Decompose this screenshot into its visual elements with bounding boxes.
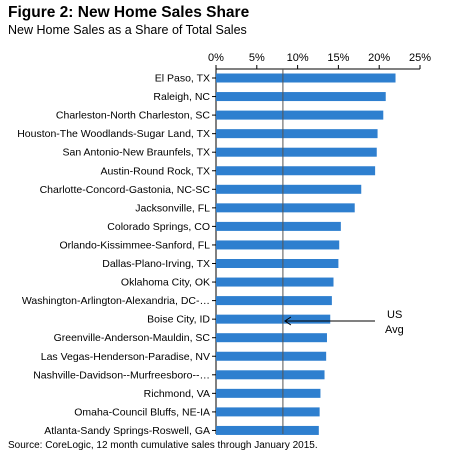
bar bbox=[216, 147, 377, 157]
category-label: Washington-Arlington-Alexandria, DC-… bbox=[22, 295, 210, 307]
category-label: San Antonio-New Braunfels, TX bbox=[63, 147, 210, 159]
us-avg-label: US bbox=[387, 309, 402, 321]
chart-title: Figure 2: New Home Sales Share bbox=[8, 4, 250, 21]
category-label: Colorado Springs, CO bbox=[107, 221, 210, 233]
category-label: Omaha-Council Bluffs, NE-IA bbox=[74, 406, 210, 418]
category-label: Dallas-Plano-Irving, TX bbox=[102, 258, 210, 270]
category-label: Jacksonville, FL bbox=[135, 202, 210, 214]
category-label: Oklahoma City, OK bbox=[121, 277, 210, 289]
x-tick-label: 5% bbox=[249, 52, 265, 64]
bar bbox=[216, 370, 325, 380]
bar bbox=[216, 166, 376, 176]
category-label: Charleston-North Charleston, SC bbox=[56, 110, 210, 122]
category-label: Richmond, VA bbox=[144, 388, 210, 400]
bar bbox=[216, 314, 331, 324]
bar bbox=[216, 92, 386, 102]
bar bbox=[216, 73, 396, 83]
source-note: Source: CoreLogic, 12 month cumulative s… bbox=[8, 440, 318, 451]
bar bbox=[216, 425, 319, 435]
category-label: Charlotte-Concord-Gastonia, NC-SC bbox=[40, 184, 211, 196]
bar bbox=[216, 110, 384, 120]
x-tick-label: 0% bbox=[208, 52, 224, 64]
bar bbox=[216, 259, 339, 268]
x-tick-label: 25% bbox=[409, 52, 431, 64]
bar bbox=[216, 388, 321, 398]
x-tick-label: 15% bbox=[327, 52, 349, 64]
bar bbox=[216, 333, 327, 343]
bar bbox=[216, 221, 341, 231]
category-label: Austin-Round Rock, TX bbox=[100, 165, 210, 177]
category-label: Orlando-Kissimmee-Sanford, FL bbox=[59, 239, 210, 251]
category-label: Las Vegas-Henderson-Paradise, NV bbox=[41, 351, 210, 363]
bar bbox=[216, 240, 340, 250]
reference-line: US Avg bbox=[282, 69, 404, 434]
bar bbox=[216, 184, 362, 194]
category-label: Raleigh, NC bbox=[153, 91, 210, 103]
us-avg-label: Avg bbox=[385, 324, 404, 336]
us-avg-arrowhead bbox=[284, 316, 292, 326]
category-label: Greenville-Anderson-Mauldin, SC bbox=[54, 332, 211, 344]
category-label: El Paso, TX bbox=[155, 73, 210, 85]
bar bbox=[216, 296, 332, 306]
category-label: Houston-The Woodlands-Sugar Land, TX bbox=[17, 128, 210, 140]
category-label: Atlanta-Sandy Springs-Roswell, GA bbox=[44, 425, 210, 437]
bar-chart: 0% 5% 10% 15% 20% 25% El Paso, TX Raleigh, NC C… bbox=[17, 52, 431, 437]
category-label: Boise City, ID bbox=[147, 314, 210, 326]
category-labels: El Paso, TX Raleigh, NC Charleston-North C… bbox=[17, 73, 216, 437]
x-tick-label: 20% bbox=[368, 52, 390, 64]
bars bbox=[216, 73, 396, 435]
bar bbox=[216, 277, 334, 287]
bar bbox=[216, 407, 320, 417]
bar bbox=[216, 351, 327, 361]
chart-subtitle: New Home Sales as a Share of Total Sales bbox=[8, 23, 247, 37]
bar bbox=[216, 129, 378, 139]
x-tick-label: 10% bbox=[287, 52, 309, 64]
bar bbox=[216, 203, 355, 213]
category-label: Nashville-Davidson--Murfreesboro--… bbox=[33, 369, 210, 381]
